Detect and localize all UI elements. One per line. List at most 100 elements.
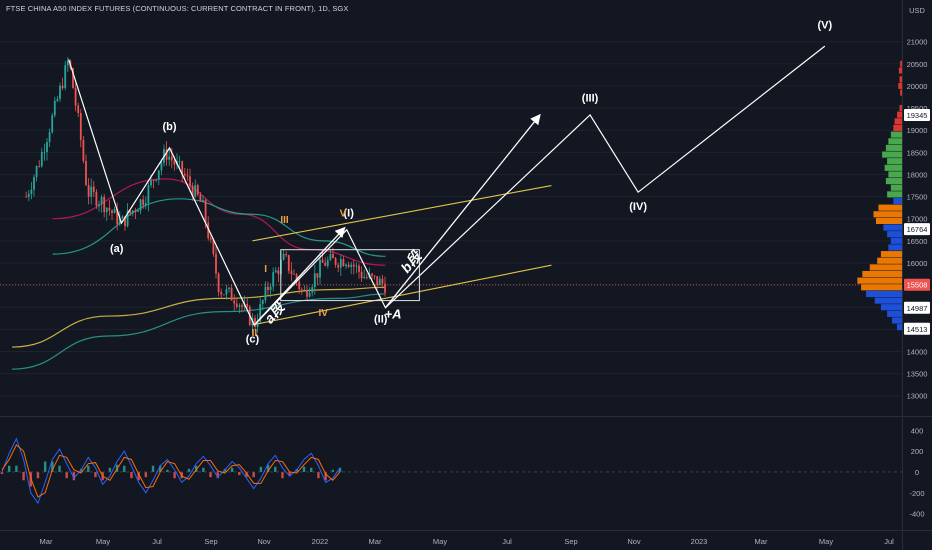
candle-body: [222, 294, 225, 296]
candle-body: [381, 278, 384, 284]
price-badge-label: 14513: [907, 325, 928, 334]
volume-profile-bar: [899, 76, 902, 83]
annotation-label: b段: [397, 247, 425, 276]
candle-body: [108, 207, 111, 211]
histogram-bar: [130, 471, 133, 479]
candle-body: [90, 186, 93, 197]
candle-body: [25, 196, 28, 198]
histogram-bar: [252, 471, 255, 478]
wave-label: (IV): [629, 201, 647, 213]
volume-profile-bar: [893, 124, 902, 132]
time-axis[interactable]: Mar May Jul Sep Nov 2022 Mar May Jul Sep Nov 2023 Ma…: [40, 537, 895, 546]
candle-body: [134, 210, 137, 212]
candle-body: [384, 283, 386, 293]
volume-profile-bar: [883, 224, 902, 231]
histogram-bar: [338, 467, 342, 472]
time-tick-label: Jul: [152, 537, 162, 546]
candle-body: [189, 176, 191, 186]
histogram-bar: [216, 471, 219, 479]
candle-body: [230, 287, 233, 301]
time-tick-label: Mar: [40, 537, 53, 546]
candle-body: [27, 193, 30, 197]
wave-label: (a): [110, 243, 124, 255]
candle-body: [150, 180, 152, 186]
candle-body: [373, 275, 376, 277]
wave-label: (II): [374, 314, 388, 326]
volume-profile-bar: [897, 111, 902, 118]
histogram-bar: [173, 471, 176, 479]
candle-body: [233, 300, 236, 304]
candle-body: [334, 258, 337, 265]
candle-body: [64, 65, 67, 89]
candle-body: [264, 286, 267, 301]
candle-body: [259, 303, 262, 322]
candle-body: [85, 161, 87, 185]
volume-profile-bar: [887, 310, 902, 317]
arrow-line: [384, 113, 541, 309]
volume-profile-bar: [888, 138, 902, 145]
candle-body: [173, 160, 176, 165]
candle-body: [303, 289, 306, 291]
candle-body: [228, 287, 230, 290]
candle-body: [355, 265, 358, 267]
price-axis[interactable]: USD1300013500140001450015000155001600016…: [904, 6, 930, 519]
sub-wave-label: IV: [318, 308, 328, 319]
candle-body: [202, 200, 204, 202]
sub-wave-label: V: [340, 209, 347, 220]
volume-profile-bar: [880, 304, 902, 311]
candle-body: [337, 264, 340, 268]
candle-body: [261, 300, 264, 304]
histogram-bar: [266, 464, 270, 472]
candle-body: [311, 287, 314, 293]
volume-profile-bar: [882, 151, 902, 158]
histogram-bar: [324, 471, 327, 481]
price-badge-label: 14987: [907, 304, 928, 313]
volume-profile-bar: [866, 290, 902, 298]
volume-profile: [857, 60, 902, 331]
candle-body: [329, 254, 332, 260]
histogram-bar: [194, 465, 198, 472]
histogram-bar: [0, 471, 4, 475]
candle-body: [204, 200, 207, 223]
time-tick-label: Sep: [204, 537, 217, 546]
annotation-label: +A: [384, 306, 401, 321]
candle-body: [267, 286, 269, 291]
volume-profile-bar: [897, 324, 902, 331]
time-tick-label: 2023: [691, 537, 708, 546]
channel-line: [252, 184, 552, 242]
histogram-bar: [58, 465, 61, 472]
candle-body: [105, 207, 108, 213]
volume-profile-bar: [885, 144, 902, 151]
candle-body: [285, 253, 288, 256]
candle-body: [82, 139, 85, 162]
candle-body: [100, 197, 103, 205]
time-tick-label: Mar: [369, 537, 382, 546]
candle-body: [272, 272, 275, 287]
histogram-bar: [302, 466, 306, 472]
channel-line: [252, 264, 552, 326]
wave-label: (I): [343, 208, 354, 220]
price-tick-label: 16500: [907, 237, 928, 246]
candle-body: [118, 218, 121, 225]
candle-body: [165, 149, 168, 160]
candle-body: [77, 105, 80, 113]
oscillator-tick-label: -200: [909, 489, 924, 498]
candle-body: [98, 204, 100, 206]
candle-body: [316, 273, 319, 278]
candle-body: [131, 210, 134, 214]
candle-body: [186, 175, 189, 177]
candle-body: [295, 274, 298, 282]
candle-body: [339, 259, 342, 268]
candle-body: [87, 184, 90, 197]
oscillator-line: [1, 437, 341, 505]
candle-body: [157, 170, 160, 180]
candle-body: [33, 177, 35, 190]
candle-body: [300, 289, 303, 291]
histogram-bar: [245, 471, 248, 478]
wave-label: (c): [246, 334, 260, 346]
histogram-bar: [180, 471, 183, 479]
histogram-bar: [7, 465, 11, 472]
candle-body: [238, 305, 241, 307]
arrow-line: [255, 226, 346, 324]
